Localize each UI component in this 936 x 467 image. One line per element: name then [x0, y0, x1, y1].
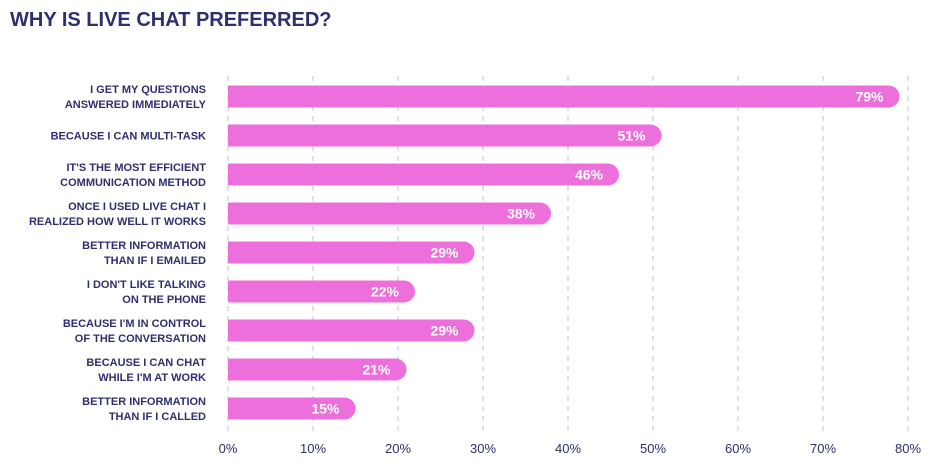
bar	[228, 397, 356, 420]
category-label: THAN IF I EMAILED	[104, 255, 206, 267]
data-label: 15%	[311, 401, 340, 417]
data-label: 46%	[575, 167, 604, 183]
x-tick-label: 40%	[555, 441, 581, 456]
chart-title: WHY IS LIVE CHAT PREFERRED?	[10, 9, 332, 31]
x-tick-label: 80%	[895, 441, 921, 456]
category-label: BECAUSE I CAN MULTI-TASK	[51, 131, 206, 143]
category-label: THAN IF I CALLED	[109, 411, 206, 423]
x-tick-label: 0%	[219, 441, 238, 456]
data-label: 51%	[617, 128, 646, 144]
category-label: ONCE I USED LIVE CHAT I	[68, 201, 206, 213]
category-label: I GET MY QUESTIONS	[90, 84, 206, 96]
bar	[228, 124, 662, 147]
data-label: 29%	[430, 245, 459, 261]
category-label: BECAUSE I CAN CHAT	[86, 357, 206, 369]
category-label: WHILE I'M AT WORK	[98, 372, 206, 384]
x-tick-label: 30%	[470, 441, 496, 456]
x-tick-label: 60%	[725, 441, 751, 456]
x-axis-ticks: 0% 10% 20% 30% 40% 50% 60% 70% 80%	[219, 441, 922, 456]
category-label: ANSWERED IMMEDIATELY	[65, 99, 207, 111]
bar	[228, 319, 475, 342]
bar	[228, 202, 551, 225]
data-label: 22%	[371, 284, 400, 300]
x-tick-label: 20%	[385, 441, 411, 456]
category-label: BETTER INFORMATION	[82, 396, 206, 408]
bar	[228, 163, 619, 186]
data-label: 21%	[362, 362, 391, 378]
category-labels: I GET MY QUESTIONS ANSWERED IMMEDIATELY BE…	[29, 84, 207, 423]
category-label: BETTER INFORMATION	[82, 240, 206, 252]
bars: 79% 51% 46% 38% 29% 22% 29% 21% 15%	[228, 85, 900, 420]
category-label: REALIZED HOW WELL IT WORKS	[29, 216, 206, 228]
category-label: IT'S THE MOST EFFICIENT	[66, 162, 206, 174]
category-label: I DON'T LIKE TALKING	[87, 279, 206, 291]
bar	[228, 85, 900, 108]
data-label: 38%	[507, 206, 536, 222]
category-label: ON THE PHONE	[122, 294, 206, 306]
bar	[228, 241, 475, 264]
bar	[228, 280, 415, 303]
x-tick-label: 10%	[300, 441, 326, 456]
x-tick-label: 70%	[810, 441, 836, 456]
category-label: BECAUSE I'M IN CONTROL	[63, 318, 206, 330]
data-label: 29%	[430, 323, 459, 339]
bar	[228, 358, 407, 381]
data-label: 79%	[855, 89, 884, 105]
category-label: OF THE CONVERSATION	[75, 333, 206, 345]
category-label: COMMUNICATION METHOD	[60, 177, 206, 189]
x-tick-label: 50%	[640, 441, 666, 456]
